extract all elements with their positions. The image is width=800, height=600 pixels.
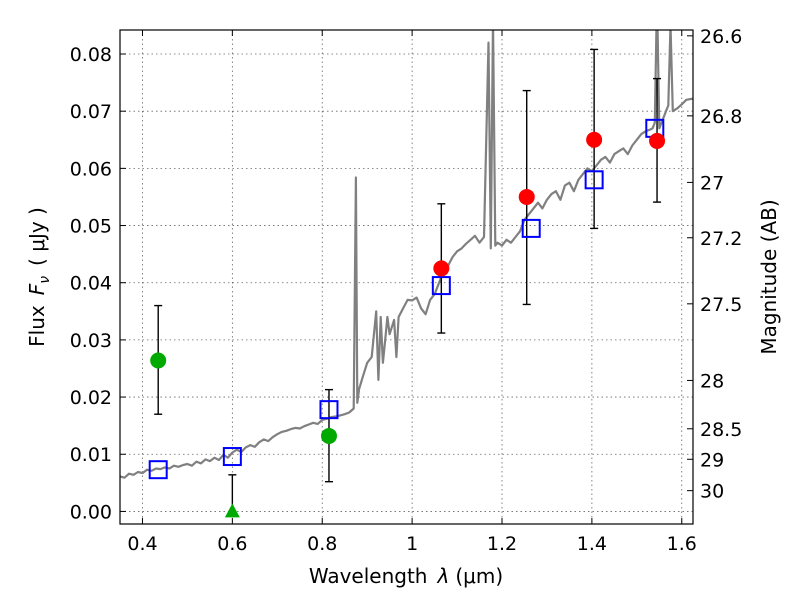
y2-tick-label: 30 xyxy=(700,481,724,503)
observed-flux-point xyxy=(518,188,535,205)
observed-flux-point xyxy=(649,132,666,149)
y-axis-label: FluxFν( μJy ) xyxy=(25,207,53,347)
y-tick-label: 0.08 xyxy=(70,44,112,66)
plot-frame xyxy=(119,29,694,525)
observed-flux-point xyxy=(150,352,167,369)
y2-tick-label: 27 xyxy=(700,172,724,194)
y-tick-label: 0.01 xyxy=(70,444,112,466)
y-tick-label: 0.03 xyxy=(70,330,112,352)
data-markers xyxy=(148,118,666,518)
y2-tick-label: 28 xyxy=(700,370,724,392)
y2-tick-label: 27.2 xyxy=(700,228,742,250)
x-tick-label: 1.6 xyxy=(667,533,697,555)
x-tick-label: 0.8 xyxy=(307,533,337,555)
observed-flux-point xyxy=(586,131,603,148)
axis-ticks xyxy=(120,30,693,524)
y-tick-label: 0.04 xyxy=(70,273,112,295)
y2-tick-label: 26.8 xyxy=(700,106,742,128)
y-tick-label: 0.05 xyxy=(70,216,112,238)
x-tick-label: 1 xyxy=(406,533,418,555)
x-tick-labels: 0.4 0.6 0.8 1 1.2 1.4 1.6 xyxy=(127,533,697,555)
y-tick-label: 0.06 xyxy=(70,158,112,180)
y-tick-label: 0.07 xyxy=(70,101,112,123)
y2-tick-label: 26.6 xyxy=(700,26,742,48)
y2-tick-labels: 26.6 26.8 27 27.2 27.5 28 28.5 29 30 xyxy=(700,26,742,503)
y-tick-label: 0.02 xyxy=(70,387,112,409)
observed-flux-point xyxy=(433,260,450,277)
x-tick-label: 0.6 xyxy=(217,533,247,555)
x-tick-label: 1.2 xyxy=(487,533,517,555)
model-flux-square xyxy=(148,460,168,480)
y-tick-labels: 0.00 0.01 0.02 0.03 0.04 0.05 0.06 0.07 0.08 xyxy=(70,44,112,523)
x-tick-label: 0.4 xyxy=(127,533,157,555)
y2-tick-label: 28.5 xyxy=(700,419,742,441)
model-flux-square xyxy=(431,276,451,296)
grid-lines xyxy=(120,30,693,524)
y-tick-label: 0.00 xyxy=(70,501,112,523)
y2-axis-label: Magnitude (AB) xyxy=(757,199,781,354)
x-tick-label: 1.4 xyxy=(577,533,607,555)
upper-limit-triangle xyxy=(224,503,240,518)
model-flux-square xyxy=(222,447,242,467)
x-axis-label: Wavelength λ (μm) xyxy=(309,564,503,588)
y2-tick-label: 27.5 xyxy=(700,294,742,316)
y2-tick-label: 29 xyxy=(700,449,724,471)
observed-flux-point xyxy=(320,427,337,444)
model-flux-square xyxy=(584,170,604,190)
model-flux-square xyxy=(521,218,541,238)
model-flux-square xyxy=(319,400,339,420)
